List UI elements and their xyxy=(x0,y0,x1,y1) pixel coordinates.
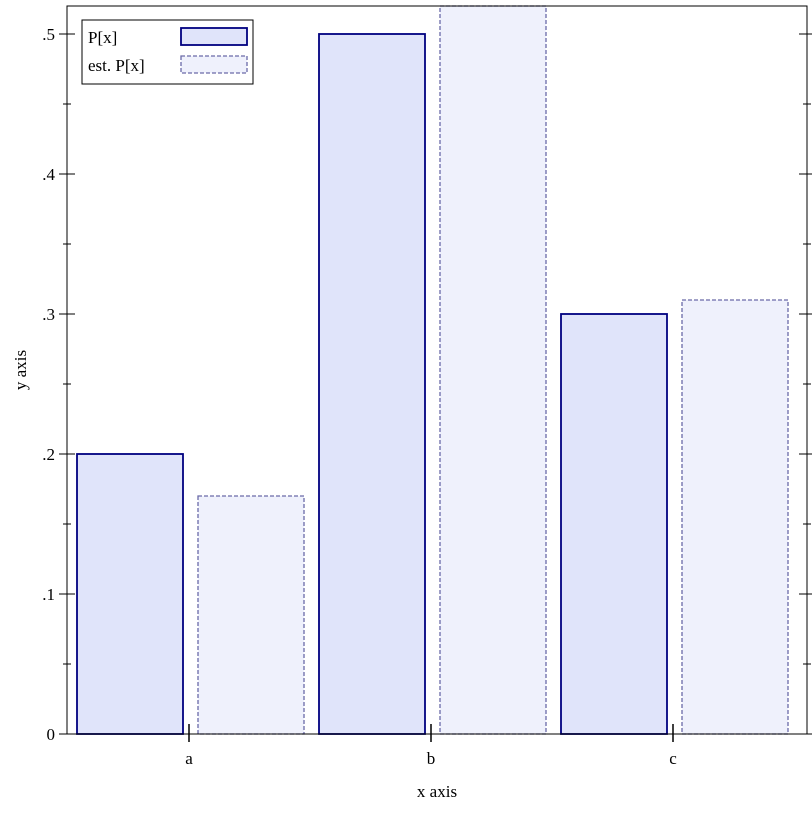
bar xyxy=(76,453,184,735)
bar xyxy=(439,5,547,735)
x-tick-label: b xyxy=(427,749,436,768)
y-tick-label: .1 xyxy=(42,585,55,604)
bar xyxy=(560,313,668,735)
x-axis-label: x axis xyxy=(417,782,457,801)
x-tick-label: c xyxy=(669,749,677,768)
legend-label: est. P[x] xyxy=(88,56,145,75)
y-axis-label: y axis xyxy=(11,350,30,390)
y-tick-label: 0 xyxy=(47,725,56,744)
y-tick-label: .3 xyxy=(42,305,55,324)
bar xyxy=(197,495,305,735)
x-tick-label: a xyxy=(185,749,193,768)
bar xyxy=(318,33,426,735)
legend-swatch xyxy=(180,55,248,74)
plot-frame xyxy=(66,5,808,735)
y-tick-label: .5 xyxy=(42,25,55,44)
y-tick-label: .2 xyxy=(42,445,55,464)
y-tick-label: .4 xyxy=(42,165,55,184)
legend-swatch xyxy=(180,27,248,46)
bar xyxy=(681,299,789,735)
legend-label: P[x] xyxy=(88,28,117,47)
